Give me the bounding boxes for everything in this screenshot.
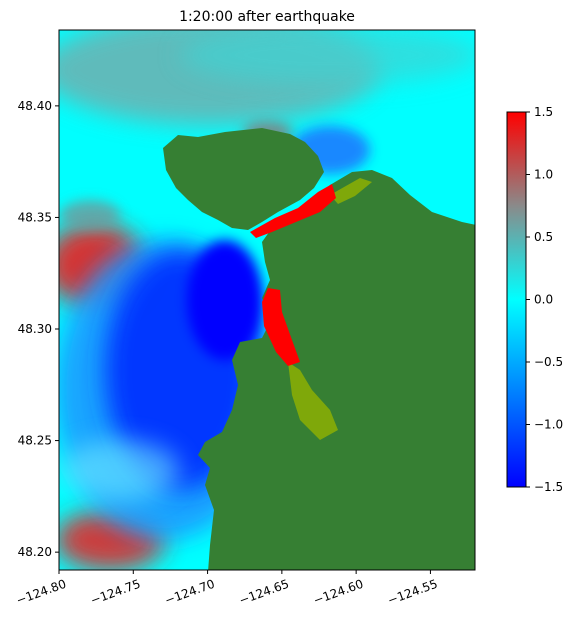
colorbar-tick-label: 0.5 [534,230,553,244]
colorbar-tick-label: −0.5 [534,355,563,369]
colorbar-tick-label: 1.0 [534,168,553,182]
x-tick-label: −124.55 [386,577,440,608]
x-tick-label: −124.80 [14,577,68,608]
inundation-north [250,184,336,238]
colorbar-gradient [507,112,526,487]
plot-area [59,30,475,570]
x-tick-label: −124.75 [89,577,143,608]
colorbar-tick-label: −1.0 [534,418,563,432]
land-mass [163,128,475,570]
y-axis: 48.20 48.25 48.30 48.35 48.40 [18,99,59,559]
y-tick-label: 48.20 [18,545,52,559]
x-tick-label: −124.65 [237,577,291,608]
shallow-estuary [288,362,338,440]
y-tick-label: 48.30 [18,322,52,336]
land-north [163,128,324,230]
x-tick-label: −124.70 [163,577,217,608]
y-tick-label: 48.25 [18,434,52,448]
land-east [198,170,475,570]
chart-title: 1:20:00 after earthquake [179,9,355,25]
y-tick-label: 48.40 [18,99,52,113]
colorbar-ticks: 1.5 1.0 0.5 0.0 −0.5 −1.0 −1.5 [526,105,563,494]
shallow-estuary-north [330,178,372,204]
x-axis: −124.80 −124.75 −124.70 −124.65 −124.60 −124.… [14,570,439,608]
colorbar-tick-label: −1.5 [534,480,563,494]
inundation-south [262,288,300,366]
colorbar: 1.5 1.0 0.5 0.0 −0.5 −1.0 −1.5 [506,105,563,494]
y-tick-label: 48.35 [18,210,52,224]
colorbar-tick-label: 0.0 [534,293,553,307]
plot-frame [58,29,476,571]
x-tick-label: −124.60 [311,577,365,608]
colorbar-tick-label: 1.5 [534,105,553,119]
